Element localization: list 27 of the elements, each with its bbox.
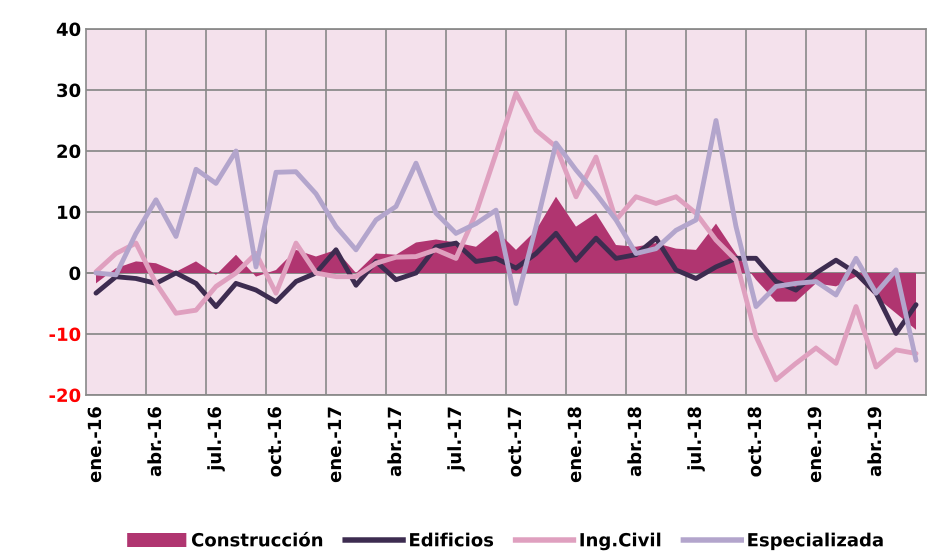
x-tick-label: ene.-16 [88,407,102,482]
x-tick-label: abr.-18 [627,407,642,476]
x-tick-label: ene.-17 [328,408,342,482]
x-tick-label: ene.-18 [568,407,582,482]
x-tick-label: abr.-16 [147,407,162,476]
x-tick-label: abr.-19 [867,407,882,476]
x-tick-label: oct.-18 [748,407,762,477]
x-tick-label: ene.-19 [808,407,822,482]
legend-label: Especializada [748,532,883,550]
y-tick-label: -10 [50,327,80,342]
x-tick-label: oct.-17 [508,408,522,477]
x-tick-label: abr.-17 [387,408,402,476]
legend-label: Construcción [192,532,322,547]
y-tick-label: 20 [57,144,80,158]
x-tick-label: jul.-18 [687,407,705,472]
legend-label: Edificios [410,532,494,547]
y-tick-label: 10 [58,205,80,220]
y-tick-label: 0 [69,266,80,280]
legend-label: Ing.Civil [580,532,660,550]
x-tick-label: jul.-17 [447,408,465,472]
line-series [94,90,918,382]
y-tick-label: 30 [57,83,80,98]
line-series [94,118,918,363]
x-tick-label: oct.-16 [268,407,282,477]
x-tick-label: jul.-16 [207,407,225,472]
y-tick-label: 40 [56,22,80,36]
y-tick-label: -20 [50,388,80,402]
